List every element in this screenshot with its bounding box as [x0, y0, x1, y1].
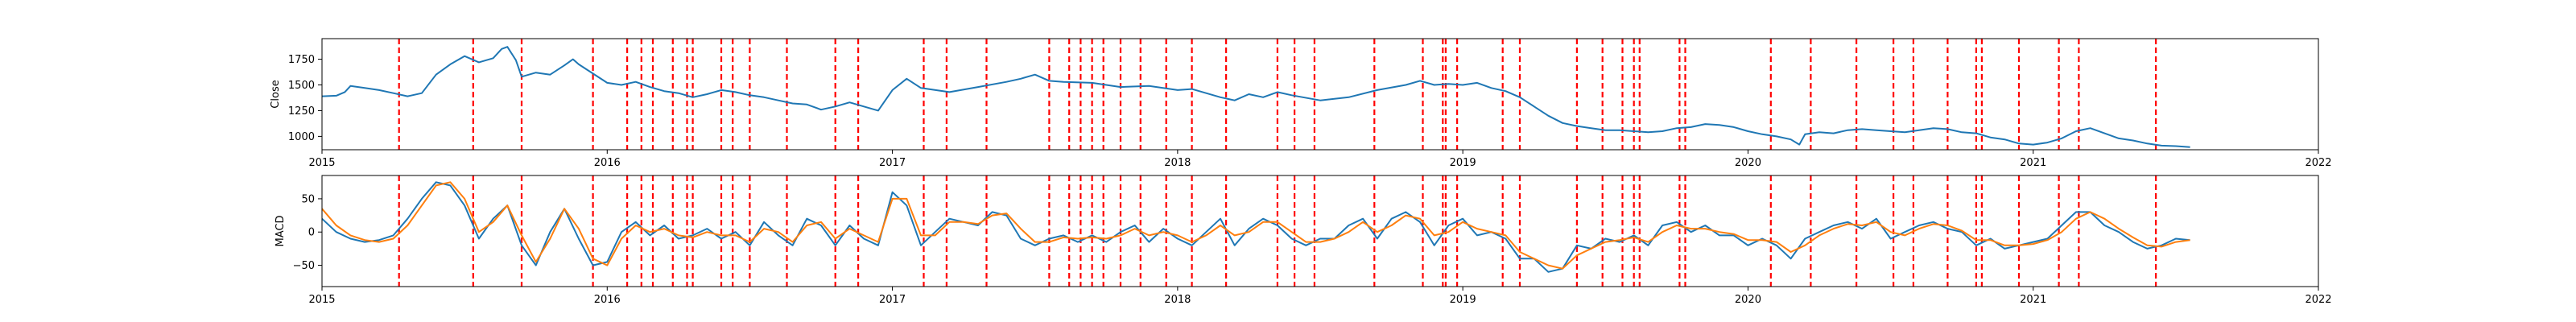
macd-panel: 2015 2016 2017 2018 2019 2020 2021 2022 −50050 …	[275, 175, 2332, 306]
macd-series	[321, 181, 2190, 273]
close-x-tick-label-4: 2019	[1450, 157, 1476, 169]
macd-x-tick-label-6: 2021	[2020, 294, 2046, 306]
close-y-ticks: 1000 1250 1500 1750	[288, 54, 322, 143]
close-y-tick-label-0: 1000	[288, 131, 315, 143]
macd-x-ticks: 2015 2016 2017 2018 2019 2020 2021 2022	[308, 287, 2332, 306]
close-series	[321, 46, 2190, 148]
close-x-ticks: 2015 2016 2017 2018 2019 2020 2021 2022	[308, 150, 2332, 169]
macd-axes-frame	[321, 175, 2319, 287]
macd-x-tick-label-5: 2020	[1735, 294, 1761, 306]
close-x-tick-label-3: 2018	[1164, 157, 1191, 169]
macd-y-tick-label-1: 0	[308, 227, 315, 239]
macd-y-ticks: −50 0 50	[293, 193, 322, 272]
macd-x-tick-label-3: 2018	[1164, 294, 1191, 306]
macd-y-axis-label: MACD	[275, 216, 287, 247]
macd-x-tick-label-7: 2022	[2305, 294, 2331, 306]
macd-x-tick-label-1: 2016	[594, 294, 621, 306]
close-x-tick-label-6: 2021	[2020, 157, 2046, 169]
close-y-tick-label-3: 1750	[288, 54, 315, 66]
close-x-tick-label-1: 2016	[594, 157, 621, 169]
close-panel: 2015 2016 2017 2018 2019 2020 2021 2022 1000 125…	[270, 38, 2332, 169]
close-axes-frame	[321, 38, 2319, 151]
close-y-tick-label-1: 1250	[288, 105, 315, 118]
close-y-tick-label-2: 1500	[288, 80, 315, 92]
macd-x-tick-label-2: 2017	[879, 294, 906, 306]
macd-y-tick-label-2: 50	[301, 193, 315, 205]
macd-series-line-0	[321, 181, 2190, 273]
close-y-axis-label: Close	[270, 80, 282, 108]
close-x-tick-label-5: 2020	[1735, 157, 1761, 169]
macd-x-tick-label-4: 2019	[1450, 294, 1476, 306]
close-series-line-0	[321, 46, 2190, 148]
macd-series-line-1	[321, 181, 2190, 270]
close-x-tick-label-7: 2022	[2305, 157, 2331, 169]
close-vlines	[398, 39, 2157, 150]
macd-x-tick-label-0: 2015	[308, 294, 335, 306]
macd-y-tick-label-0: −50	[293, 260, 315, 272]
close-x-tick-label-0: 2015	[308, 157, 335, 169]
close-x-tick-label-2: 2017	[879, 157, 906, 169]
